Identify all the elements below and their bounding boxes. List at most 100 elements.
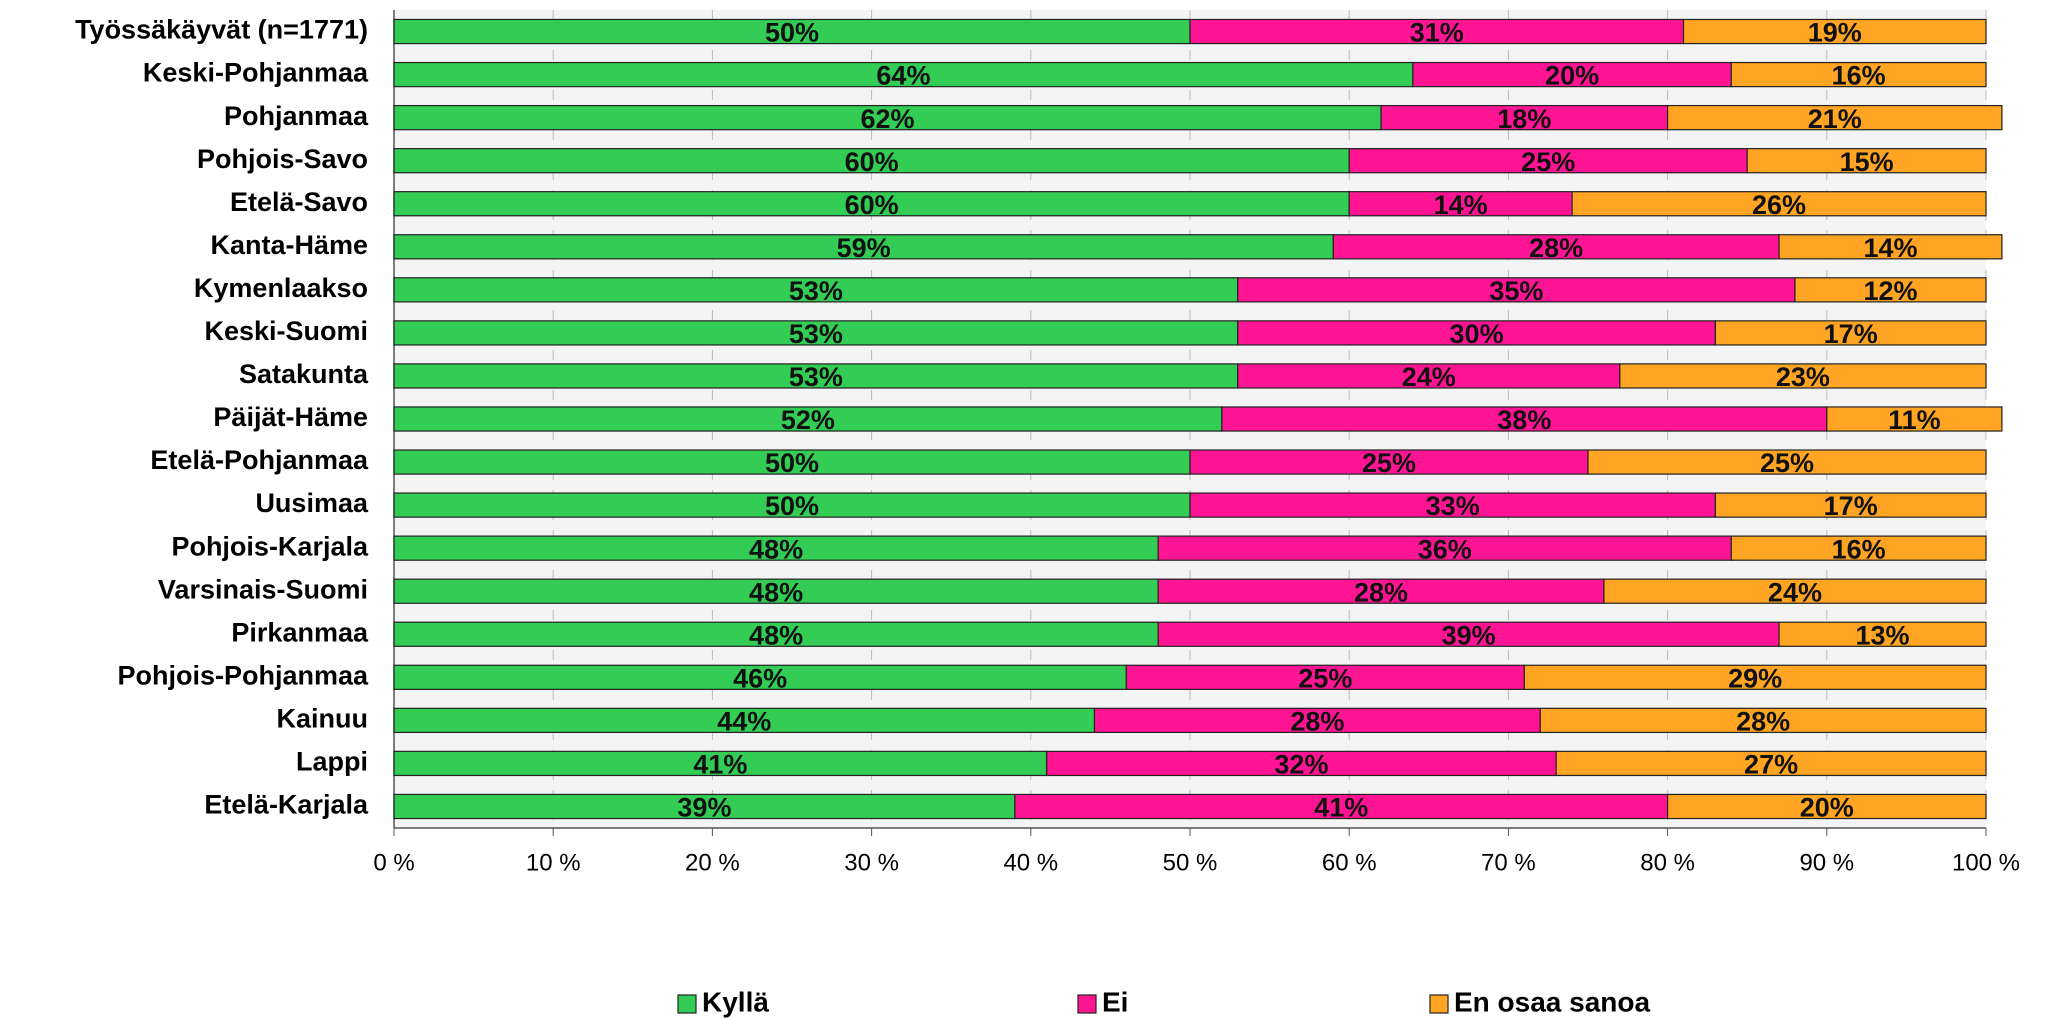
bar-segment xyxy=(1571,191,1987,217)
y-tick-label: Etelä-Karjala xyxy=(204,790,369,820)
bar-segment xyxy=(393,449,1191,475)
legend-swatch xyxy=(677,994,697,1014)
data-label: 14% xyxy=(1863,233,1917,263)
x-tick-label: 80 % xyxy=(1640,849,1695,876)
data-label: 50% xyxy=(765,448,819,478)
bar-segment xyxy=(1237,363,1621,389)
data-label: 59% xyxy=(837,233,891,263)
y-tick-label: Kanta-Häme xyxy=(210,230,368,260)
bar-segment xyxy=(393,191,1350,217)
bar-segment xyxy=(393,664,1127,690)
y-tick-label: Pirkanmaa xyxy=(231,617,369,647)
data-label: 13% xyxy=(1855,620,1909,650)
data-label: 52% xyxy=(781,405,835,435)
data-label: 53% xyxy=(789,319,843,349)
bar-segment xyxy=(1539,707,1987,734)
data-label: 12% xyxy=(1863,276,1917,306)
data-label: 41% xyxy=(1314,793,1368,823)
y-tick-label: Kymenlaakso xyxy=(194,273,368,303)
x-tick-label: 20 % xyxy=(685,849,740,876)
bar-segment xyxy=(393,707,1096,734)
data-label: 20% xyxy=(1545,61,1599,91)
bar-segment xyxy=(393,18,1191,45)
bar-segment xyxy=(1826,406,2003,432)
bar-segment xyxy=(393,277,1239,303)
bar-segment xyxy=(1730,61,1987,88)
bar-segment xyxy=(1746,148,1987,174)
y-tick-label: Uusimaa xyxy=(255,488,369,518)
bar-segment xyxy=(1778,621,1987,647)
data-label: 44% xyxy=(717,706,771,736)
y-tick-label: Päijät-Häme xyxy=(213,402,368,432)
bar-segment xyxy=(1794,277,1987,303)
data-label: 32% xyxy=(1274,750,1328,780)
y-tick-label: Varsinais-Suomi xyxy=(158,574,368,604)
bar-segment xyxy=(1619,363,1987,389)
data-label: 26% xyxy=(1752,190,1806,220)
data-label: 53% xyxy=(789,362,843,392)
bar-segment xyxy=(1666,104,2003,131)
data-label: 27% xyxy=(1744,750,1798,780)
data-label: 23% xyxy=(1776,362,1830,392)
data-label: 17% xyxy=(1824,491,1878,521)
data-label: 33% xyxy=(1426,491,1480,521)
y-tick-label: Pohjois-Savo xyxy=(197,144,368,174)
data-label: 29% xyxy=(1728,663,1782,693)
y-tick-label: Työssäkäyvät (n=1771) xyxy=(75,15,368,45)
data-label: 30% xyxy=(1450,319,1504,349)
data-label: 48% xyxy=(749,534,803,564)
data-label: 18% xyxy=(1497,104,1551,134)
legend-swatch xyxy=(1429,994,1449,1014)
bar-segment xyxy=(1523,664,1987,690)
bar-segment xyxy=(1555,750,1987,777)
data-label: 19% xyxy=(1808,18,1862,48)
bar-segment xyxy=(1348,191,1573,217)
x-tick-label: 50 % xyxy=(1163,849,1218,876)
x-tick-label: 10 % xyxy=(526,849,581,876)
bar-segment xyxy=(1189,449,1589,475)
data-label: 50% xyxy=(765,491,819,521)
data-label: 24% xyxy=(1402,362,1456,392)
bar-segment xyxy=(393,104,1382,131)
bar-segment xyxy=(1221,406,1828,432)
data-label: 50% xyxy=(765,18,819,48)
y-tick-label: Keski-Suomi xyxy=(204,316,368,346)
y-tick-label: Etelä-Pohjanmaa xyxy=(150,445,369,475)
data-label: 41% xyxy=(693,750,747,780)
legend-label: En osaa sanoa xyxy=(1454,986,1651,1017)
bar-segment xyxy=(393,621,1159,647)
data-label: 11% xyxy=(1888,405,1941,435)
bar-segment xyxy=(1778,234,2003,260)
data-label: 16% xyxy=(1832,61,1886,91)
y-tick-label: Pohjois-Karjala xyxy=(171,531,369,561)
y-tick-label: Pohjois-Pohjanmaa xyxy=(117,660,369,690)
data-label: 24% xyxy=(1768,577,1822,607)
data-label: 64% xyxy=(876,61,930,91)
legend-label: Kyllä xyxy=(702,986,769,1017)
data-label: 38% xyxy=(1497,405,1551,435)
data-label: 60% xyxy=(845,190,899,220)
legend-swatch xyxy=(1077,994,1097,1014)
data-label: 25% xyxy=(1760,448,1814,478)
legend-label: Ei xyxy=(1102,986,1128,1017)
data-label: 28% xyxy=(1354,577,1408,607)
bar-segment xyxy=(1682,18,1987,45)
data-label: 16% xyxy=(1832,534,1886,564)
data-label: 25% xyxy=(1298,663,1352,693)
data-label: 39% xyxy=(1442,620,1496,650)
bar-segment xyxy=(1189,18,1685,45)
data-label: 60% xyxy=(845,147,899,177)
bar-segment xyxy=(1603,578,1987,604)
y-tick-label: Satakunta xyxy=(239,359,369,389)
y-tick-label: Kainuu xyxy=(277,703,369,733)
data-label: 20% xyxy=(1800,793,1854,823)
y-tick-label: Lappi xyxy=(296,747,368,777)
x-tick-label: 100 % xyxy=(1952,849,2020,876)
bar-segment xyxy=(393,148,1350,174)
bar-segment xyxy=(1730,535,1987,561)
data-label: 14% xyxy=(1434,190,1488,220)
y-tick-label: Pohjanmaa xyxy=(224,101,369,131)
bar-segment xyxy=(1093,707,1541,734)
bar-segment xyxy=(1714,492,1987,518)
